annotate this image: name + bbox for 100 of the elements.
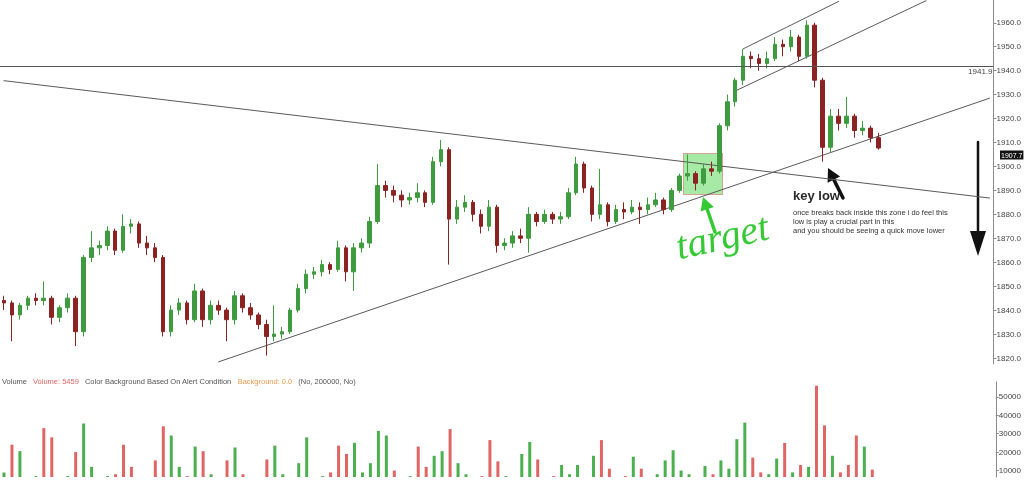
candlestick (590, 185, 594, 223)
candlestick (820, 77, 825, 163)
candlestick (328, 261, 332, 275)
candlestick (391, 185, 396, 203)
candlestick (65, 292, 70, 314)
candlestick (574, 156, 578, 196)
candlestick (566, 187, 571, 220)
candlestick (582, 161, 586, 194)
candlestick (192, 283, 197, 323)
y-tick-label: 10000 (998, 466, 1022, 476)
y-tick-label: 1900.0 (996, 161, 1022, 171)
y-tick-label: 1840.0 (996, 305, 1022, 315)
candlestick (41, 280, 46, 306)
candlestick (415, 182, 420, 203)
candlestick (200, 288, 205, 328)
candlestick (121, 213, 125, 254)
candlestick (351, 242, 356, 292)
candlestick (375, 163, 380, 225)
candlestick (312, 266, 316, 280)
y-tick-label: 50000 (998, 392, 1022, 402)
candlestick (495, 204, 499, 254)
candlestick (296, 283, 300, 314)
candlestick (558, 211, 563, 225)
candlestick (781, 39, 785, 57)
candlestick (2, 295, 6, 311)
y-tick-label: 1930.0 (996, 90, 1022, 100)
candlestick (455, 199, 459, 225)
annotation: key low (793, 187, 841, 203)
candlestick (502, 237, 507, 251)
candlestick (797, 34, 801, 62)
candlestick (733, 77, 737, 108)
candlestick (439, 139, 443, 167)
annotation: target (671, 203, 774, 269)
candlestick (10, 300, 14, 342)
candlestick (264, 319, 269, 357)
y-tick-label: 1960.0 (996, 18, 1022, 28)
candlestick (876, 132, 881, 151)
candlestick (407, 192, 412, 206)
ref-line-label: 1941.9 (968, 66, 994, 76)
candlestick (73, 295, 78, 347)
candlestick (479, 209, 483, 234)
candlestick (487, 199, 491, 232)
candlestick (81, 254, 86, 337)
candlestick (638, 201, 642, 225)
y-tick-label: 40000 (998, 410, 1022, 420)
candlestick (828, 108, 833, 153)
y-tick-label: 1940.0 (996, 66, 1022, 76)
candlestick (741, 48, 745, 86)
candlestick (177, 297, 181, 316)
candlestick (653, 192, 658, 208)
candlestick (646, 197, 650, 215)
candlestick (153, 242, 157, 263)
candlestick (709, 161, 714, 177)
candlestick (216, 300, 221, 316)
candlestick (97, 240, 102, 256)
candlestick (717, 122, 722, 175)
candlestick (431, 156, 435, 206)
candlestick (272, 304, 276, 342)
y-tick-label: 1910.0 (996, 137, 1022, 147)
candlestick (145, 235, 149, 256)
candlestick (169, 304, 173, 337)
candlestick (510, 230, 515, 249)
candlestick (622, 201, 626, 220)
candlestick (105, 225, 110, 251)
candlestick (18, 302, 22, 321)
candlestick (447, 146, 451, 266)
candlestick (256, 312, 261, 330)
candlestick (383, 180, 388, 199)
candlestick (534, 211, 539, 227)
candlestick (789, 29, 793, 52)
candlestick (852, 113, 857, 139)
candlestick (836, 108, 841, 132)
candlestick (518, 228, 523, 244)
y-tick-label: 1950.0 (996, 42, 1022, 52)
y-tick-label: 20000 (998, 447, 1022, 457)
y-tick-label: 1860.0 (996, 257, 1022, 267)
candlestick (693, 170, 698, 191)
candlestick (49, 295, 54, 325)
candlestick (34, 292, 38, 306)
candlestick (367, 216, 372, 249)
y-tick-label: 1830.0 (996, 329, 1022, 339)
y-tick-label: 1890.0 (996, 185, 1022, 195)
candlestick (773, 36, 777, 62)
y-tick-label: 30000 (998, 429, 1022, 439)
candlestick (550, 211, 555, 225)
candlestick (26, 295, 30, 311)
candlestick (765, 50, 769, 69)
candlestick (359, 237, 364, 254)
candlestick (224, 307, 229, 342)
y-tick-label: 1870.0 (996, 233, 1022, 243)
candlestick (868, 125, 873, 143)
candlestick (542, 209, 547, 225)
candlestick (89, 230, 94, 263)
candlestick (344, 244, 348, 282)
candlestick (661, 197, 666, 215)
candlestick (320, 259, 324, 278)
candlestick (248, 302, 253, 321)
candlestick (288, 307, 292, 335)
candlestick (423, 189, 427, 208)
y-tick-label: 1920.0 (996, 114, 1022, 124)
